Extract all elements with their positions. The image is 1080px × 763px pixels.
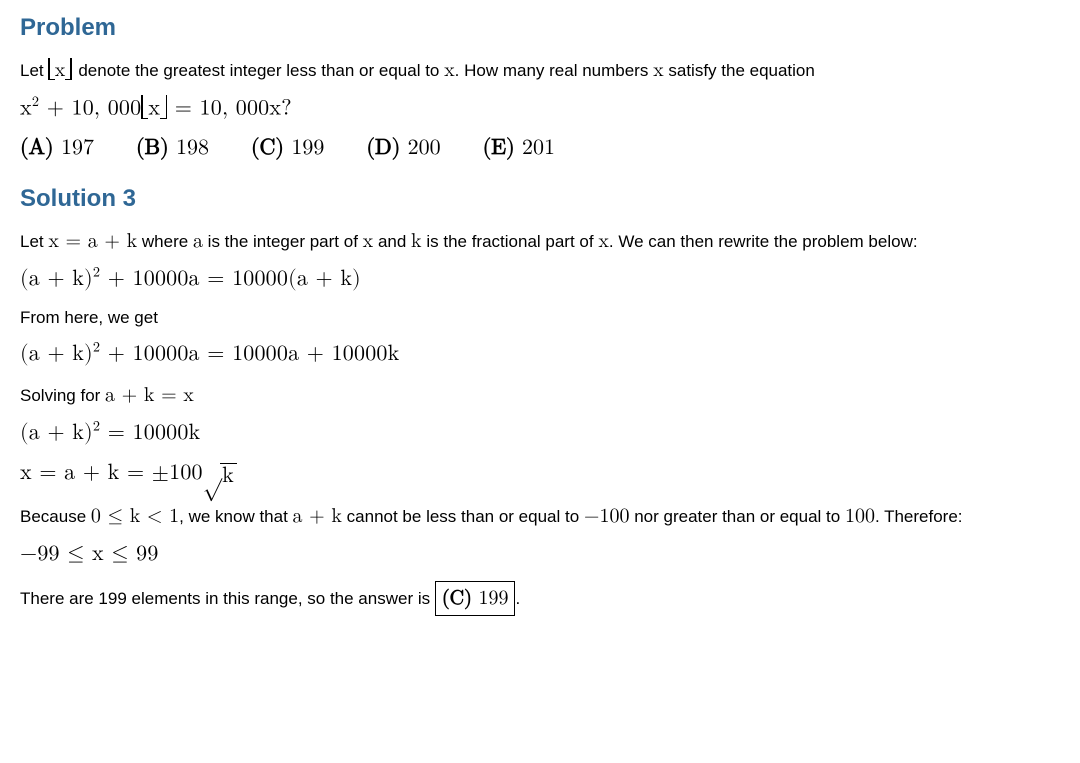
radicand: k [220, 463, 237, 488]
floor-left-bracket-icon [141, 95, 148, 119]
answer-value: 199 [472, 588, 509, 608]
term-rhs: = 10, 000x? [167, 97, 292, 119]
term-left: (a + k) [20, 268, 93, 290]
var-k: k [411, 231, 422, 251]
choice-value: 201 [522, 137, 555, 159]
text: . [515, 589, 520, 608]
term-right: + 10000a = 10000a + 10000k [100, 343, 399, 365]
solution-heading: Solution 3 [20, 185, 1060, 213]
term-left: (a + k) [20, 422, 93, 444]
choice-label: (E) [483, 137, 515, 159]
math-k-range: 0 ≤ k < 1 [91, 506, 179, 526]
term-x: x [20, 97, 32, 119]
term-plus-10000: + 10, 000 [39, 97, 141, 119]
var-x: x [55, 60, 66, 80]
floor-x-expr: x [48, 60, 78, 80]
choice-label: (D) [366, 137, 400, 159]
solution-eq1: (a + k)2 + 10000a = 10000(a + k) [20, 266, 1060, 292]
text: cannot be less than or equal to [347, 507, 584, 526]
term-right: + 10000a = 10000(a + k) [100, 268, 361, 290]
text: where [142, 232, 193, 251]
page-root: Problem Let x denote the greatest intege… [0, 0, 1080, 646]
answer-choices: (A) 197 (B) 198 (C) 199 (D) 200 (E) 201 [20, 135, 1060, 161]
choice-label: (B) [136, 137, 169, 159]
math-a-plus-k-eq-x: a + k = x [105, 385, 194, 405]
choice-value: 200 [408, 137, 441, 159]
math-100: 100 [845, 506, 875, 526]
var-x: x [653, 60, 664, 80]
var-a: a [193, 231, 203, 251]
var-x: x [148, 97, 160, 119]
solution-eq5: −99 ≤ x ≤ 99 [20, 541, 1060, 567]
text: . We can then rewrite the problem below: [609, 232, 918, 251]
text: nor greater than or equal to [634, 507, 845, 526]
choice-value: 197 [61, 137, 94, 159]
choice-label: (C) [251, 137, 284, 159]
sqrt-expr: √k [203, 461, 237, 488]
text: is the integer part of [208, 232, 363, 251]
math-neg-100: −100 [584, 506, 630, 526]
choice-value: 198 [176, 137, 209, 159]
choice-e: (E) 201 [483, 135, 555, 161]
text: Let [20, 61, 48, 80]
floor-left-bracket-icon [48, 58, 54, 80]
solution-p5: There are 199 elements in this range, so… [20, 581, 1060, 616]
choice-label: (A) [20, 137, 54, 159]
text: Let [20, 232, 48, 251]
choice-b: (B) 198 [136, 135, 209, 161]
solution-p4: Because 0 ≤ k < 1, we know that a + k ca… [20, 502, 1060, 531]
text: . How many real numbers [455, 61, 653, 80]
problem-equation: x2 + 10, 000x = 10, 000x? [20, 95, 1060, 121]
choice-c: (C) 199 [251, 135, 324, 161]
text: Solving for [20, 386, 105, 405]
choice-d: (D) 200 [366, 135, 440, 161]
problem-statement: Let x denote the greatest integer less t… [20, 56, 1060, 85]
solution-p2: From here, we get [20, 306, 1060, 331]
text: . Therefore: [875, 507, 963, 526]
text: There are 199 elements in this range, so… [20, 589, 435, 608]
solution-p3: Solving for a + k = x [20, 381, 1060, 410]
text: , we know that [179, 507, 292, 526]
var-x: x [444, 60, 455, 80]
floor-right-bracket-icon [65, 58, 71, 80]
solution-p1: Let x = a + k where a is the integer par… [20, 227, 1060, 256]
text: satisfy the equation [668, 61, 814, 80]
term-right: = 10000k [100, 422, 200, 444]
text: Because [20, 507, 91, 526]
floor-right-bracket-icon [160, 95, 167, 119]
term-pre-sqrt: x = a + k = ±100 [20, 462, 203, 484]
answer-label: (C) [442, 588, 472, 608]
problem-heading: Problem [20, 14, 1060, 42]
text: and [378, 232, 411, 251]
solution-eq4: x = a + k = ±100√k [20, 460, 1060, 488]
text: denote the greatest integer less than or… [78, 61, 444, 80]
solution-eq2: (a + k)2 + 10000a = 10000a + 10000k [20, 341, 1060, 367]
math-a-plus-k: a + k [293, 506, 342, 526]
boxed-answer: (C) 199 [435, 581, 516, 616]
term-left: (a + k) [20, 343, 93, 365]
var-x: x [363, 231, 374, 251]
text: is the fractional part of [426, 232, 598, 251]
math-x-eq-a-plus-k: x = a + k [48, 231, 137, 251]
choice-value: 199 [291, 137, 324, 159]
solution-eq3: (a + k)2 = 10000k [20, 420, 1060, 446]
choice-a: (A) 197 [20, 135, 94, 161]
var-x: x [598, 231, 609, 251]
